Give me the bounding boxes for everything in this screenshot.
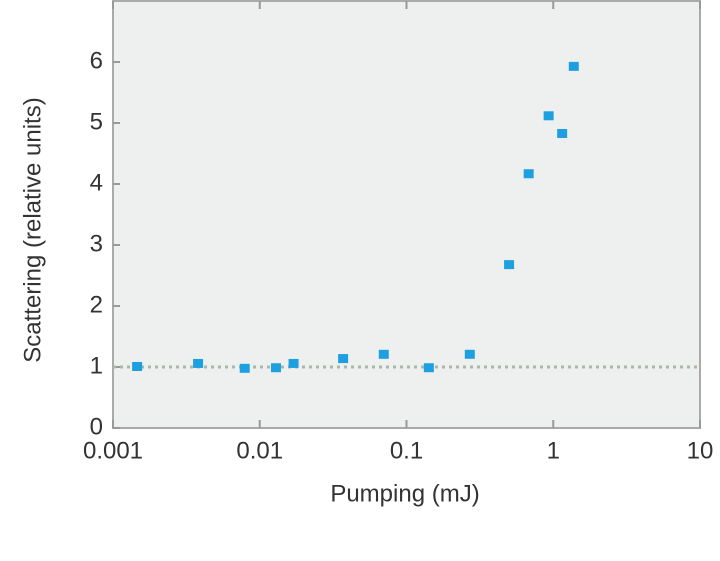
x-tick-label: 0.1 [390, 437, 423, 464]
point [378, 349, 389, 359]
point [338, 354, 349, 364]
x-axis-label: Pumping (mJ) [330, 480, 479, 507]
point [239, 363, 250, 373]
y-tick-label: 1 [90, 352, 103, 379]
y-tick-label: 0 [90, 413, 103, 440]
y-axis-label: Scattering (relative units) [19, 97, 46, 362]
point [270, 363, 281, 373]
point [568, 61, 579, 71]
y-tick-label: 6 [90, 47, 103, 74]
x-tick-label: 10 [687, 437, 714, 464]
point [523, 169, 534, 179]
point [464, 349, 475, 359]
y-tick-label: 2 [90, 291, 103, 318]
y-tick-label: 5 [90, 108, 103, 135]
point [288, 358, 299, 368]
y-tick-label: 4 [90, 169, 103, 196]
point [132, 362, 143, 371]
point [423, 363, 434, 373]
point [193, 358, 204, 368]
x-tick-label: 1 [547, 437, 560, 464]
point [557, 128, 568, 138]
plot-area [112, 0, 701, 429]
x-tick-label: 0.001 [83, 437, 143, 464]
x-tick-label: 0.01 [236, 437, 283, 464]
point [543, 111, 554, 121]
y-tick-label: 3 [90, 230, 103, 257]
point [504, 260, 515, 270]
